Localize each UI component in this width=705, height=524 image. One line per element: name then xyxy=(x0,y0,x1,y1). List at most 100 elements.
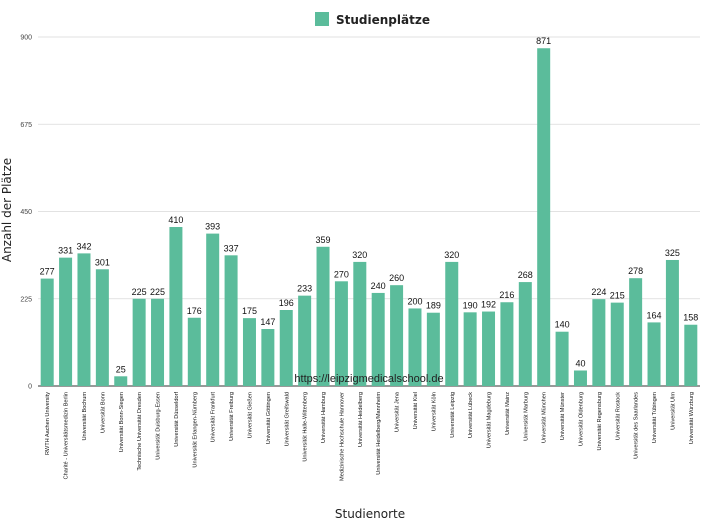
data-label: 175 xyxy=(242,306,257,316)
data-label: 301 xyxy=(95,257,110,267)
gridlines xyxy=(38,36,700,387)
data-label: 158 xyxy=(683,313,698,323)
x-tick-label: Universität Freiburg xyxy=(229,392,235,441)
data-label: 147 xyxy=(260,317,275,327)
bar xyxy=(500,302,514,386)
bar xyxy=(371,292,385,386)
bar xyxy=(206,233,220,386)
x-tick-label: Technische Universität Dresden xyxy=(137,392,143,471)
data-label: 871 xyxy=(536,36,551,46)
watermark-url: https://leipzigmedicalschool.de xyxy=(294,373,443,385)
y-tick-label: 225 xyxy=(20,296,32,303)
bar xyxy=(316,246,330,386)
data-label: 342 xyxy=(76,241,91,251)
data-label: 215 xyxy=(610,291,625,301)
data-label: 278 xyxy=(628,266,643,276)
y-axis-title: Anzahl der Plätze xyxy=(0,158,14,262)
x-tick-label: Universität Rostock xyxy=(615,392,621,440)
data-label: 140 xyxy=(555,320,570,330)
x-tick-label: Universität Düsseldorf xyxy=(174,392,180,447)
x-tick-label: Universität Köln xyxy=(431,392,437,431)
bar xyxy=(592,299,606,386)
x-tick-label: Universität Kiel xyxy=(413,392,419,429)
data-label: 216 xyxy=(499,290,514,300)
data-label: 196 xyxy=(279,298,294,308)
data-label: 260 xyxy=(389,273,404,283)
bar xyxy=(555,331,569,386)
data-label: 233 xyxy=(297,284,312,294)
data-label: 164 xyxy=(647,310,662,320)
x-tick-label: Universität Ulm xyxy=(670,392,676,430)
x-tick-label: Medizinische Hochschule Hannover xyxy=(339,392,345,481)
x-tick-label: Universität Erlangen-Nürnberg xyxy=(192,392,198,468)
x-tick-label: Universität Duisburg-Essen xyxy=(156,392,162,460)
x-axis-title: Studienorte xyxy=(335,507,405,521)
x-tick-label: Universität Leipzig xyxy=(450,392,456,438)
bar xyxy=(537,48,551,387)
data-label: 225 xyxy=(150,287,165,297)
legend-swatch xyxy=(315,12,329,26)
x-tick-label: Universität Oldenburg xyxy=(578,392,584,446)
bar xyxy=(463,312,477,386)
bar xyxy=(647,322,661,386)
x-tick-label: Universität Jena xyxy=(395,391,401,432)
x-tick-label: Universität Frankfurt xyxy=(211,392,217,443)
x-tick-label: Universität Bonn-Siegen xyxy=(119,392,125,452)
data-label: 270 xyxy=(334,269,349,279)
bar xyxy=(298,295,312,386)
y-axis-ticks: 0 225 450 675 900 xyxy=(20,35,32,391)
bar xyxy=(95,269,109,386)
x-tick-label: Universität Würzburg xyxy=(689,392,695,444)
x-tick-label: RWTH Aachen University xyxy=(45,392,51,455)
bar xyxy=(684,324,698,386)
x-tick-label: Universität des Saarlandes xyxy=(634,392,640,459)
data-label: 277 xyxy=(40,267,55,277)
bar xyxy=(629,278,643,386)
data-label: 268 xyxy=(518,270,533,280)
x-tick-label: Universität Göttingen xyxy=(266,392,272,444)
x-tick-label: Universität Lübeck xyxy=(468,392,474,438)
x-tick-label: Universität Bonn xyxy=(100,392,106,433)
bar xyxy=(261,328,275,386)
bar xyxy=(573,370,587,386)
data-label: 410 xyxy=(168,215,183,225)
data-label: 189 xyxy=(426,301,441,311)
x-tick-label: Universität Bochum xyxy=(82,392,88,441)
data-label: 225 xyxy=(132,287,147,297)
bar xyxy=(279,309,293,386)
data-label: 240 xyxy=(371,281,386,291)
bar xyxy=(518,282,532,386)
bar xyxy=(187,317,201,386)
x-tick-label: Universität Heidelberg xyxy=(358,392,364,447)
x-tick-label: Universität Greifswald xyxy=(284,392,290,446)
data-label: 25 xyxy=(116,364,126,374)
x-tick-label: Universität Marburg xyxy=(523,392,529,441)
bar xyxy=(390,285,404,386)
bar xyxy=(169,227,183,386)
data-label: 192 xyxy=(481,300,496,310)
data-label: 200 xyxy=(407,296,422,306)
legend: Studienplätze xyxy=(315,12,430,27)
data-label: 190 xyxy=(463,300,478,310)
bar xyxy=(408,308,422,386)
data-label: 393 xyxy=(205,222,220,232)
data-label: 40 xyxy=(575,358,585,368)
x-tick-label: Universität Heidelberg/Mannheim xyxy=(376,392,382,475)
bars xyxy=(40,48,698,387)
x-axis-labels: RWTH Aachen University Charité - Universi… xyxy=(45,391,695,481)
x-tick-label: Universität Tübingen xyxy=(652,392,658,443)
x-tick-label: Charité - Universitätsmedizin Berlin xyxy=(64,392,70,479)
bar xyxy=(40,278,54,386)
bar xyxy=(482,311,496,386)
bar xyxy=(224,255,238,386)
bar xyxy=(353,261,367,386)
bar xyxy=(151,298,165,386)
x-tick-label: Universität München xyxy=(542,392,548,443)
data-label: 325 xyxy=(665,248,680,258)
x-tick-label: Universität Münster xyxy=(560,392,566,440)
x-tick-label: Universität Hamburg xyxy=(321,392,327,443)
bar xyxy=(665,259,679,386)
bar xyxy=(334,281,348,386)
